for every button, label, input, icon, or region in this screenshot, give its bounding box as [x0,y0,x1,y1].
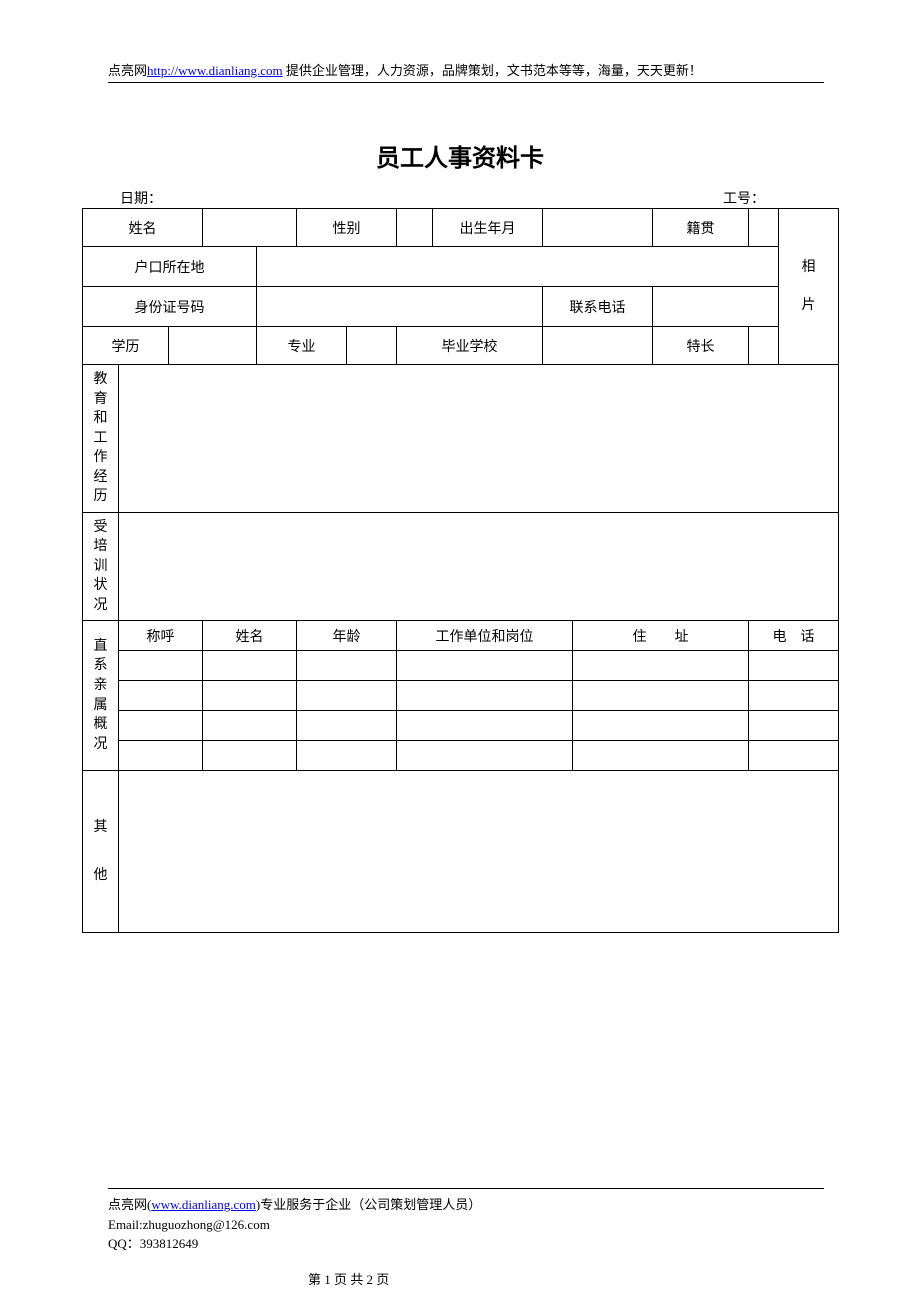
footer-line1: 点亮网(www.dianliang.com)专业服务于企业（公司策划管理人员） [108,1195,824,1215]
form-table: 姓名 性别 出生年月 籍贯 相 片 户口所在地 身份证号码 联系电话 学历 专业… [82,208,839,933]
label-fam-name: 姓名 [203,621,297,651]
label-specialty: 特长 [653,327,749,365]
label-eduwork: 教育和工作经历 [83,365,119,513]
fam-r1-work [397,651,573,681]
value-name [203,209,297,247]
fam-r3-name [203,711,297,741]
footer-email: Email:zhuguozhong@126.com [108,1215,824,1235]
date-label: 日期： [120,192,162,207]
family-text: 直系亲属概况 [83,633,118,759]
fam-r4-work [397,741,573,771]
value-birth [543,209,653,247]
label-phone: 联系电话 [543,287,653,327]
header-suffix: 提供企业管理，人力资源，品牌策划，文书范本等等，海量，天天更新！ [283,63,702,78]
label-fam-work: 工作单位和岗位 [397,621,573,651]
id-label: 工号： [723,188,765,208]
fam-r1-phone [749,651,839,681]
training-text: 受培训状况 [83,514,118,620]
label-edu: 学历 [83,327,169,365]
label-major: 专业 [257,327,347,365]
value-training [119,513,839,621]
label-native: 籍贯 [653,209,749,247]
footer-link[interactable]: www.dianliang.com [151,1197,256,1212]
value-hukou [257,247,779,287]
value-school [543,327,653,365]
label-training: 受培训状况 [83,513,119,621]
fam-r2-work [397,681,573,711]
label-gender: 性别 [297,209,397,247]
fam-r2-phone [749,681,839,711]
other-l1: 其 [83,818,118,838]
value-eduwork [119,365,839,513]
fam-r4-addr [573,741,749,771]
fam-r1-name [203,651,297,681]
label-family: 直系亲属概况 [83,621,119,771]
label-fam-age: 年龄 [297,621,397,651]
page-footer: 点亮网(www.dianliang.com)专业服务于企业（公司策划管理人员） … [108,1188,824,1254]
value-other [119,771,839,933]
label-school: 毕业学校 [397,327,543,365]
fam-r4-name [203,741,297,771]
value-phone [653,287,779,327]
label-fam-rel: 称呼 [119,621,203,651]
label-idno: 身份证号码 [83,287,257,327]
value-edu [169,327,257,365]
label-fam-phone: 电 话 [749,621,839,651]
fam-r2-age [297,681,397,711]
photo-cell: 相 片 [779,209,839,365]
page-title: 员工人事资料卡 [0,138,920,173]
fam-r4-phone [749,741,839,771]
fam-r2-name [203,681,297,711]
fam-r3-phone [749,711,839,741]
other-l2: 他 [83,866,118,886]
value-specialty [749,327,779,365]
fam-r3-age [297,711,397,741]
header-prefix: 点亮网 [108,63,147,78]
meta-row: 日期： 工号： [120,188,820,208]
header-link[interactable]: http://www.dianliang.com [147,63,283,78]
fam-r3-work [397,711,573,741]
fam-r4-rel [119,741,203,771]
label-other: 其 他 [83,771,119,933]
photo-l2: 片 [779,296,838,316]
fam-r1-rel [119,651,203,681]
fam-r1-age [297,651,397,681]
fam-r1-addr [573,651,749,681]
photo-l1: 相 [779,258,838,278]
fam-r2-rel [119,681,203,711]
fam-r2-addr [573,681,749,711]
page-header: 点亮网http://www.dianliang.com 提供企业管理，人力资源，… [108,60,824,83]
footer-qq: QQ：393812649 [108,1236,198,1251]
value-gender [397,209,433,247]
fam-r3-rel [119,711,203,741]
value-major [347,327,397,365]
value-native [749,209,779,247]
label-name: 姓名 [83,209,203,247]
footer-pager: 第 1 页 共 2 页 [308,1270,389,1290]
label-birth: 出生年月 [433,209,543,247]
fam-r3-addr [573,711,749,741]
fam-r4-age [297,741,397,771]
label-fam-addr: 住 址 [573,621,749,651]
label-hukou: 户口所在地 [83,247,257,287]
eduwork-text: 教育和工作经历 [83,366,118,511]
value-idno [257,287,543,327]
